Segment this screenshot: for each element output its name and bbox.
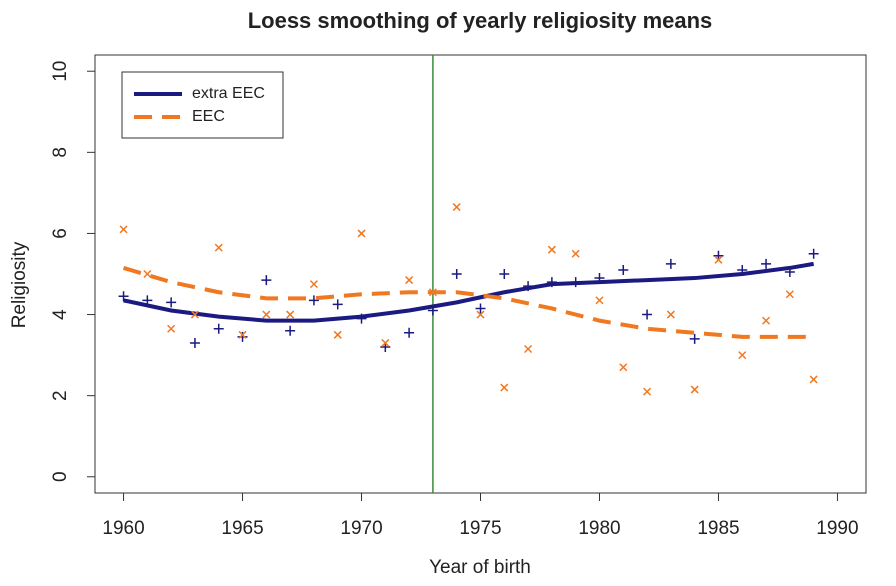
point xyxy=(808,248,819,259)
point xyxy=(332,299,343,310)
point xyxy=(451,269,462,279)
y-tick-label: 10 xyxy=(50,61,71,82)
point xyxy=(619,363,628,372)
x-tick-label: 1980 xyxy=(578,518,620,539)
point xyxy=(427,305,438,316)
point xyxy=(547,245,556,254)
point xyxy=(500,383,509,392)
x-tick-label: 1965 xyxy=(221,518,263,539)
point xyxy=(190,310,199,319)
point xyxy=(428,288,437,297)
point xyxy=(524,344,533,354)
point xyxy=(476,310,485,319)
y-axis-label: Religiosity xyxy=(9,241,30,328)
point xyxy=(261,275,272,286)
point xyxy=(475,303,486,314)
point xyxy=(690,385,699,394)
point xyxy=(167,324,176,333)
point xyxy=(404,327,415,338)
point xyxy=(262,310,271,319)
point xyxy=(714,255,723,264)
point xyxy=(499,269,510,279)
point xyxy=(237,331,248,342)
point xyxy=(309,280,318,289)
x-axis-label: Year of birth xyxy=(429,557,531,578)
point xyxy=(665,258,676,269)
point xyxy=(785,290,794,299)
point xyxy=(642,309,653,320)
point xyxy=(809,375,818,384)
point xyxy=(166,297,177,308)
y-tick-label: 6 xyxy=(50,228,71,239)
point xyxy=(285,325,296,336)
x-tick-label: 1960 xyxy=(102,518,144,539)
y-tick-label: 0 xyxy=(50,471,71,482)
smooth-line xyxy=(123,261,814,323)
point xyxy=(784,266,795,277)
point xyxy=(333,330,342,339)
point xyxy=(666,310,675,319)
x-tick-label: 1975 xyxy=(459,518,501,539)
point xyxy=(308,295,319,306)
point xyxy=(357,229,366,238)
smooth-line xyxy=(122,266,814,339)
point xyxy=(119,225,128,234)
point xyxy=(571,249,580,258)
point xyxy=(643,387,652,396)
legend-box xyxy=(121,71,284,139)
point xyxy=(546,277,557,288)
point xyxy=(570,277,581,288)
legend-label: extra EEC xyxy=(192,85,265,102)
point xyxy=(118,291,129,302)
point xyxy=(405,276,414,285)
y-tick-label: 4 xyxy=(50,309,71,320)
chart-title: Loess smoothing of yearly religiosity me… xyxy=(248,8,713,33)
y-tick-label: 8 xyxy=(50,147,71,158)
point xyxy=(762,316,771,325)
x-tick-label: 1990 xyxy=(816,518,858,539)
point xyxy=(452,203,461,212)
point xyxy=(618,264,629,275)
x-tick-label: 1985 xyxy=(697,518,739,539)
point xyxy=(594,273,605,284)
point xyxy=(523,281,534,292)
point xyxy=(356,313,367,324)
point xyxy=(381,338,390,347)
point xyxy=(737,264,748,275)
point xyxy=(761,258,772,269)
point xyxy=(142,295,153,306)
point xyxy=(143,269,152,279)
point xyxy=(238,330,247,339)
legend-label: EEC xyxy=(192,108,225,125)
point xyxy=(189,337,200,348)
point xyxy=(595,296,604,305)
point xyxy=(689,333,700,344)
point xyxy=(286,310,295,319)
point xyxy=(214,243,223,252)
point xyxy=(213,323,224,334)
point xyxy=(738,351,747,360)
x-tick-label: 1970 xyxy=(340,518,382,539)
y-tick-label: 2 xyxy=(50,390,71,401)
